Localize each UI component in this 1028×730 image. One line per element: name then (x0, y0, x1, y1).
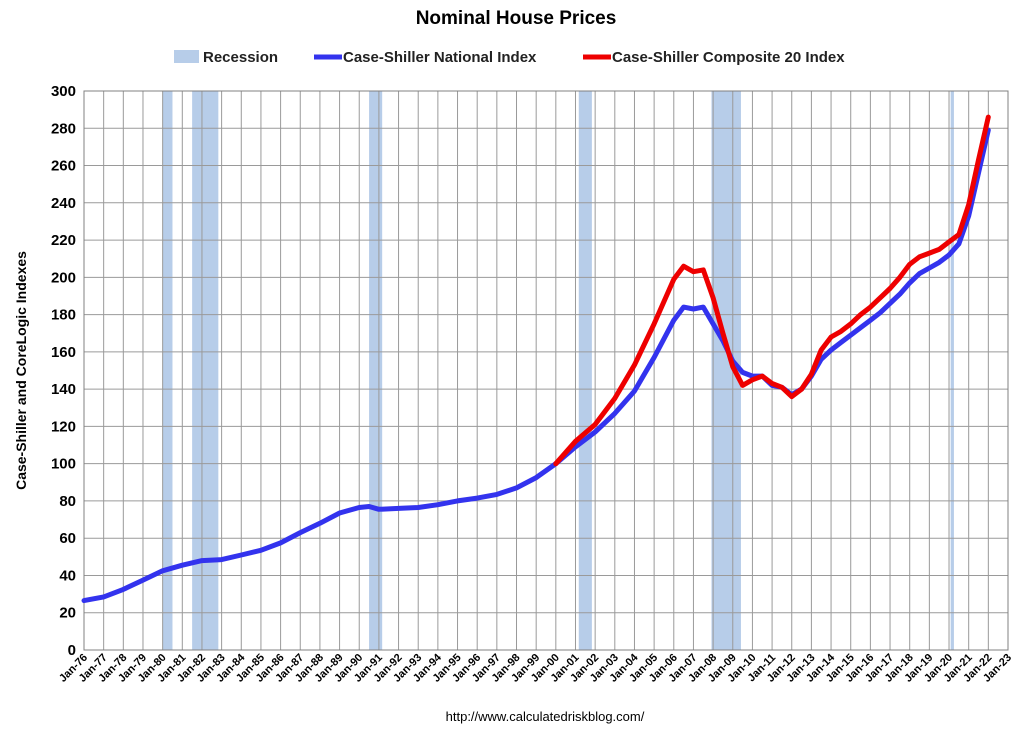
x-axis-tick-labels: Jan-76Jan-77Jan-78Jan-79Jan-80Jan-81Jan-… (57, 651, 1014, 685)
series-lines (81, 114, 991, 604)
series-line-composite-20 (553, 114, 991, 467)
y-tick-label: 280 (51, 120, 76, 137)
y-axis-tick-labels: 0 20 40 60 80 100 120 140 160 180 200 220 240 260 280 3… (51, 83, 76, 659)
y-tick-label: 80 (59, 493, 76, 510)
y-tick-label: 220 (51, 232, 76, 249)
recession-band (162, 91, 173, 650)
legend-label: Recession (203, 49, 278, 66)
y-tick-label: 240 (51, 195, 76, 212)
y-axis-label: Case-Shiller and CoreLogic Indexes (13, 251, 29, 490)
y-tick-label: 140 (51, 381, 76, 398)
chart-title: Nominal House Prices (416, 8, 617, 29)
y-tick-label: 60 (59, 530, 76, 547)
y-tick-label: 20 (59, 605, 76, 622)
y-tick-label: 260 (51, 158, 76, 175)
y-tick-label: 120 (51, 418, 76, 435)
y-tick-label: 300 (51, 83, 76, 100)
recession-band (192, 91, 219, 650)
legend-label: Case-Shiller Composite 20 Index (612, 49, 845, 66)
legend-swatch-recession (174, 50, 199, 63)
series-line-national (81, 127, 991, 604)
grid-lines (83, 90, 1009, 651)
legend-label: Case-Shiller National Index (343, 49, 537, 66)
y-tick-label: 40 (59, 567, 76, 584)
y-tick-label: 160 (51, 344, 76, 361)
legend: Recession Case-Shiller National Index Case… (174, 49, 845, 66)
y-tick-label: 200 (51, 269, 76, 286)
recession-band (578, 91, 592, 650)
recession-band (950, 91, 954, 650)
y-tick-label: 180 (51, 307, 76, 324)
recession-band (369, 91, 383, 650)
source-url: http://www.calculatedriskblog.com/ (446, 709, 645, 724)
recession-bands (162, 91, 954, 650)
y-tick-label: 100 (51, 456, 76, 473)
y-tick-label: 0 (68, 642, 76, 659)
plot-area-border (83, 90, 1009, 651)
